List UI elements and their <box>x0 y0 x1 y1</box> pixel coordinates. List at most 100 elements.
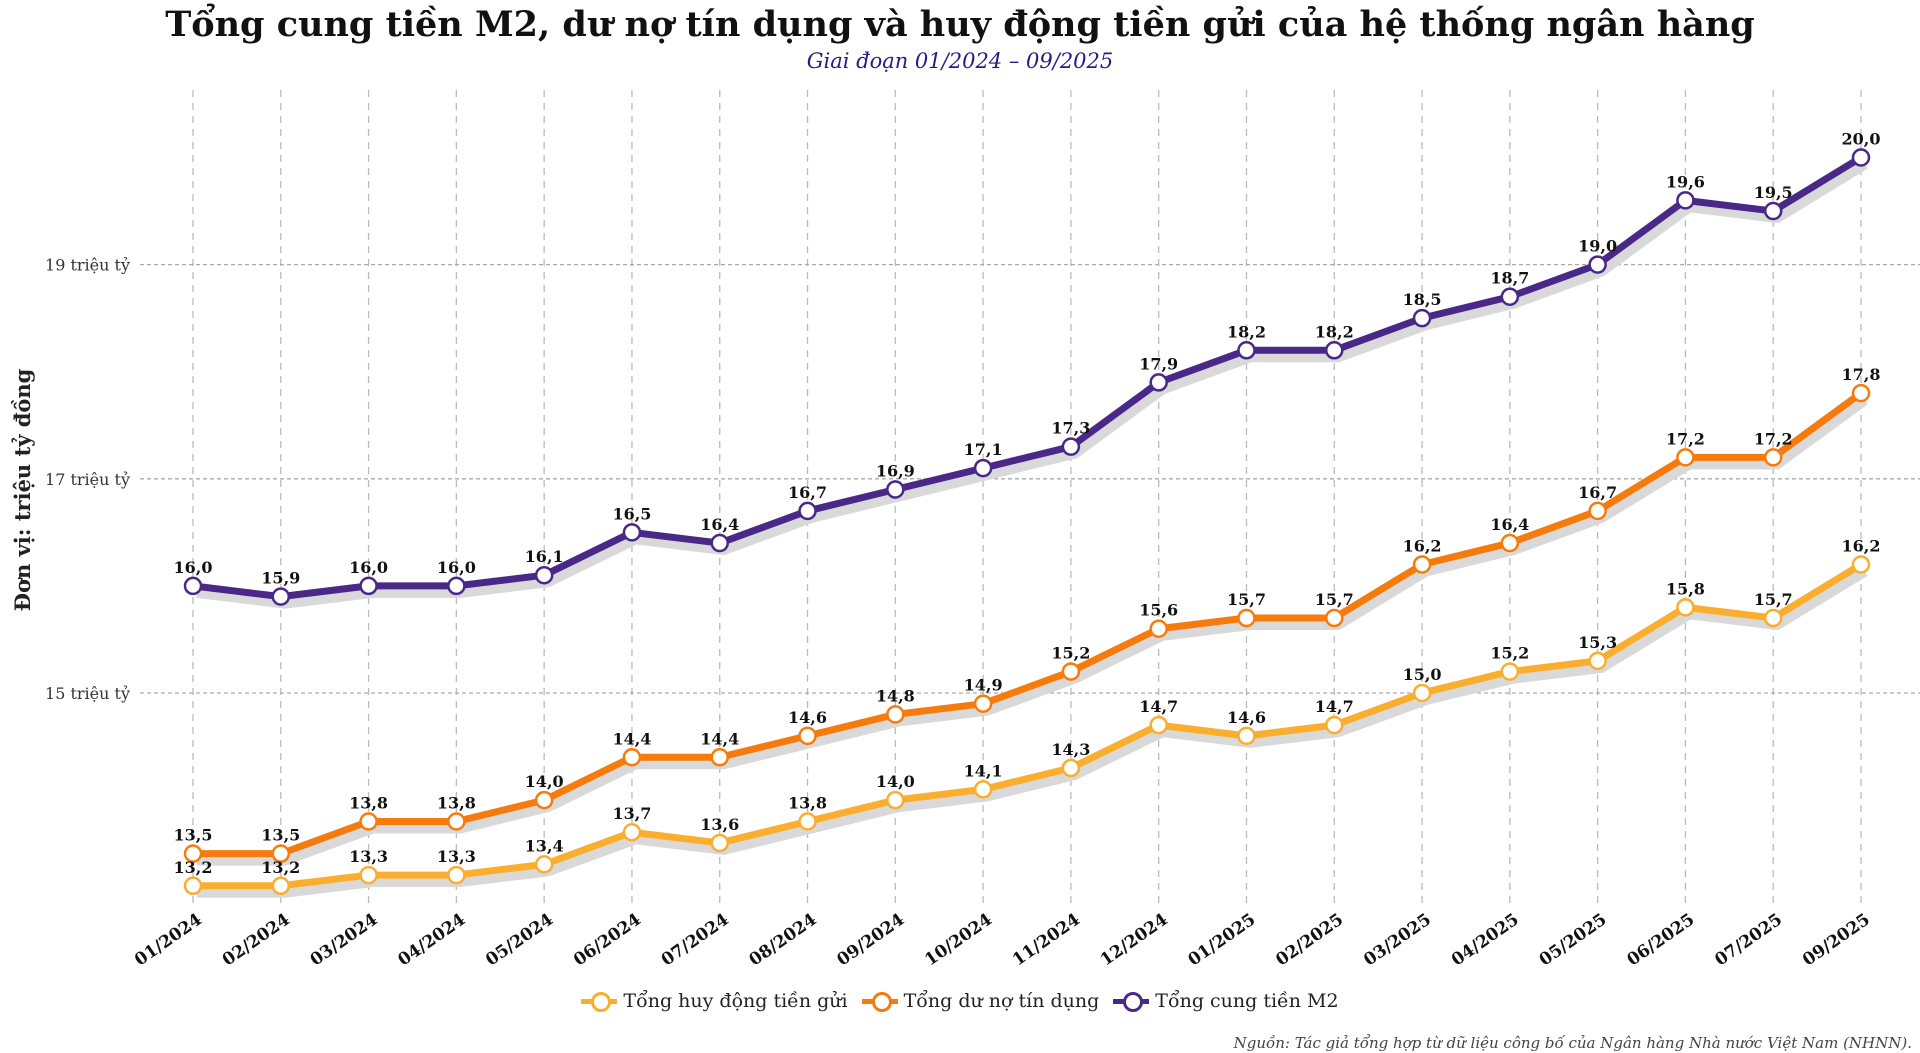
data-label: 16,4 <box>1490 515 1529 534</box>
line-chart: 15 triệu tỷ 17 triệu tỷ 19 triệu tỷ Đơn vị… <box>10 90 1920 971</box>
series-points <box>183 148 1871 896</box>
data-point <box>359 812 378 831</box>
data-label: 16,2 <box>1403 536 1442 555</box>
x-tick-label: 10/2024 <box>921 910 996 971</box>
data-label: 17,2 <box>1754 429 1793 448</box>
y-axis-label: Đơn vị: triệu tỷ đồng <box>10 368 35 611</box>
legend-label: Tổng dư nợ tín dụng <box>903 990 1100 1012</box>
data-label: 13,8 <box>349 794 388 813</box>
data-label: 16,0 <box>174 558 213 577</box>
data-point <box>534 855 554 874</box>
data-point <box>1061 662 1081 681</box>
x-tick-label: 07/2024 <box>658 910 733 971</box>
data-point <box>1851 555 1871 574</box>
series-line-1 <box>193 561 1863 890</box>
data-label: 14,6 <box>788 708 827 727</box>
data-point <box>1412 308 1432 328</box>
data-label: 18,2 <box>1315 322 1354 341</box>
series-line-3 <box>192 154 1863 601</box>
data-label: 14,4 <box>612 729 651 748</box>
data-label: 15,2 <box>1490 644 1529 663</box>
chart-subtitle: Giai đoạn 01/2024 – 09/2025 <box>806 49 1114 73</box>
data-label: 14,1 <box>964 761 1003 780</box>
data-label: 17,3 <box>1051 419 1090 438</box>
data-label: 13,8 <box>437 794 476 813</box>
data-label: 13,2 <box>174 858 213 877</box>
data-point <box>1500 662 1520 681</box>
x-tick-label: 07/2025 <box>1711 910 1786 971</box>
data-point <box>1325 715 1344 735</box>
data-label: 15,9 <box>261 569 300 588</box>
x-tick-label: 05/2024 <box>482 910 557 971</box>
data-label: 17,8 <box>1842 365 1881 384</box>
x-tick-label: 06/2025 <box>1624 910 1699 971</box>
x-tick-label: 04/2025 <box>1448 910 1523 971</box>
data-point <box>1149 715 1168 735</box>
data-point <box>1500 287 1520 306</box>
x-tick-label: 06/2024 <box>570 910 645 971</box>
data-point <box>1851 383 1871 403</box>
data-point <box>1237 341 1256 360</box>
series-shadows <box>196 160 1868 898</box>
series-lines <box>192 154 1864 890</box>
grid <box>140 90 1920 905</box>
data-label: 16,1 <box>525 547 564 566</box>
data-label: 14,9 <box>964 676 1003 695</box>
legend-item: Tổng dư nợ tín dụng <box>861 990 1100 1012</box>
series-shadow <box>197 396 1868 866</box>
data-label: 16,7 <box>788 483 827 502</box>
data-point <box>886 480 905 499</box>
data-label: 14,4 <box>700 729 739 748</box>
data-point <box>359 865 378 885</box>
x-tick-label: 01/2024 <box>131 910 206 971</box>
data-label: 19,5 <box>1754 183 1793 202</box>
x-tick-label: 02/2024 <box>219 910 294 971</box>
x-tick-label: 03/2024 <box>307 910 382 971</box>
data-label: 18,7 <box>1490 269 1529 288</box>
legend-key-icon <box>861 991 898 1012</box>
data-label: 18,5 <box>1403 290 1442 309</box>
data-point <box>534 565 554 585</box>
data-point <box>447 865 466 885</box>
data-label: 16,4 <box>700 515 739 534</box>
data-point <box>1149 619 1168 638</box>
data-point <box>1763 201 1783 221</box>
data-point <box>622 523 642 542</box>
legend-key-icon <box>1113 991 1150 1012</box>
x-axis-ticks: 01/2024 02/2024 03/2024 04/2024 05/2024 06/20… <box>131 910 1874 971</box>
data-label: 13,5 <box>261 826 300 845</box>
data-point <box>183 876 203 896</box>
data-label: 16,5 <box>612 504 651 523</box>
data-point <box>271 587 291 606</box>
y-tick-label: 17 triệu tỷ <box>45 470 130 489</box>
data-point <box>1061 758 1081 778</box>
data-label: 14,8 <box>876 686 915 705</box>
data-label: 15,2 <box>1051 644 1090 663</box>
data-label: 16,9 <box>876 462 915 481</box>
data-point <box>710 748 729 767</box>
data-label: 20,0 <box>1842 130 1881 149</box>
data-label: 13,6 <box>700 815 739 834</box>
data-point <box>534 790 554 810</box>
data-point <box>1412 555 1432 574</box>
data-label: 15,6 <box>1139 601 1178 620</box>
data-point <box>1237 726 1256 746</box>
data-label: 15,7 <box>1315 590 1354 609</box>
data-point <box>1676 191 1695 210</box>
data-point <box>183 576 203 596</box>
data-label: 17,9 <box>1139 354 1178 373</box>
data-point <box>447 576 466 596</box>
data-label: 16,7 <box>1578 483 1617 502</box>
legend-item: Tổng huy động tiền gửi <box>581 990 848 1012</box>
data-point <box>710 833 729 853</box>
data-label: 13,2 <box>261 858 300 877</box>
y-tick-label: 19 triệu tỷ <box>45 256 130 275</box>
data-label: 13,3 <box>437 847 476 866</box>
data-label: 13,4 <box>525 836 564 855</box>
data-point <box>1325 608 1344 628</box>
legend-label: Tổng cung tiền M2 <box>1155 990 1339 1012</box>
x-tick-label: 09/2024 <box>833 910 908 971</box>
data-point <box>447 812 466 831</box>
data-point <box>1676 448 1695 467</box>
data-point <box>622 822 642 842</box>
